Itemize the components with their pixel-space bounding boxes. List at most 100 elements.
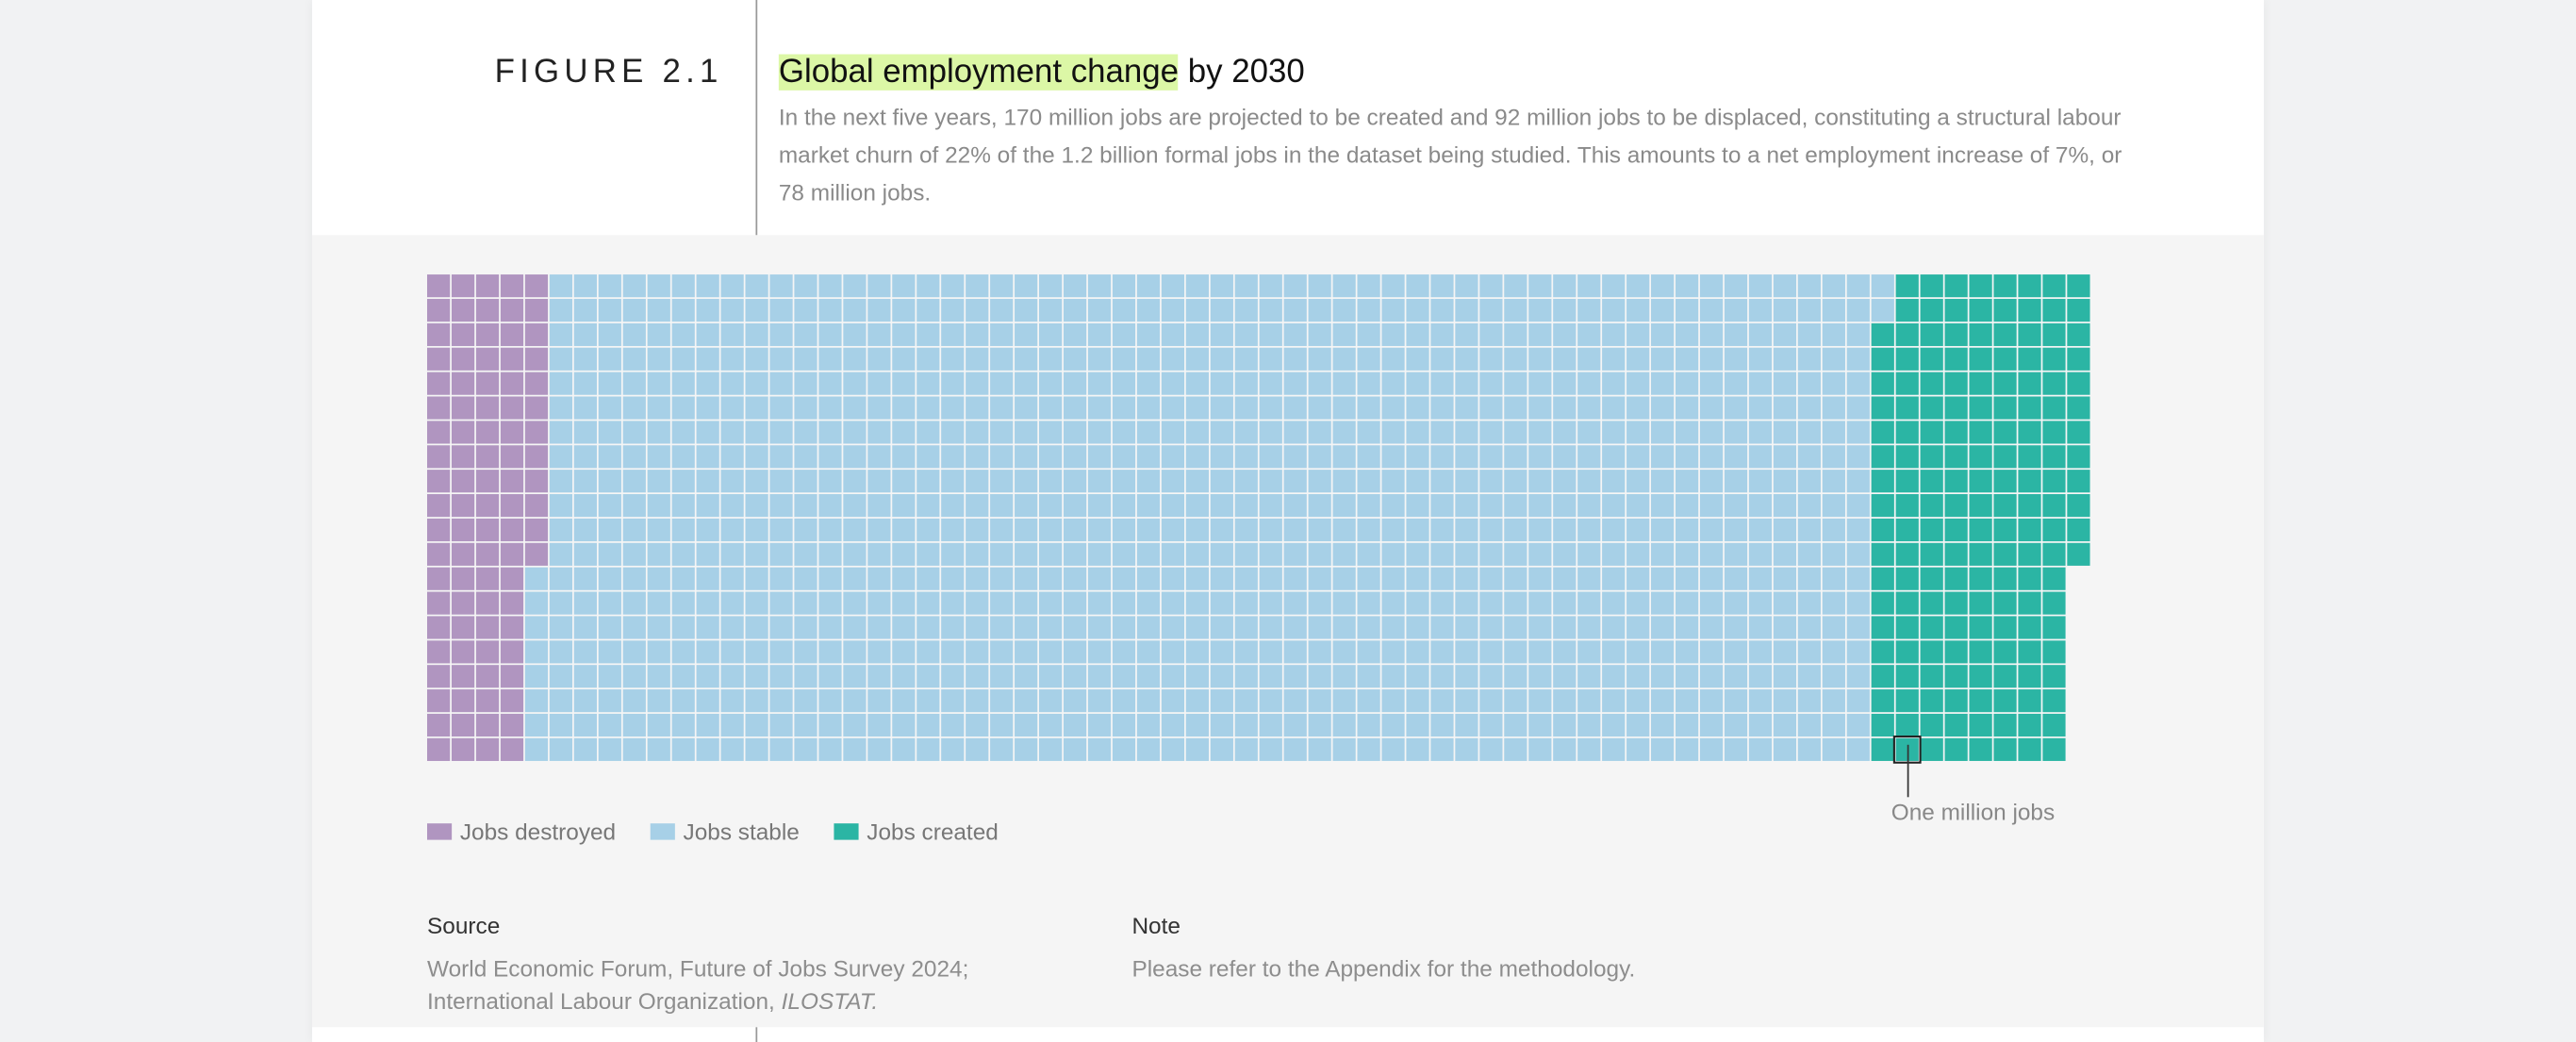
waffle-cell [1259,713,1282,737]
waffle-cell [1136,494,1161,518]
waffle-cell [1039,396,1063,420]
waffle-cell [1234,494,1258,518]
waffle-cell [1406,323,1429,346]
waffle-cell [1259,421,1282,444]
waffle-cell [2018,372,2041,395]
waffle-cell [818,689,842,713]
waffle-cell [573,567,597,590]
waffle-cell [1944,542,1968,566]
waffle-cell [451,494,475,518]
waffle-cell [1504,640,1527,664]
waffle-cell [671,396,695,420]
waffle-cell [720,713,744,737]
waffle-cell [1699,323,1724,346]
waffle-cell [1015,347,1038,371]
waffle-cell [769,347,793,371]
waffle-cell [524,274,549,298]
waffle-cell [2042,274,2066,298]
waffle-cell [769,421,793,444]
waffle-cell [1381,737,1405,761]
waffle-cell [1283,567,1307,590]
figure-label: FIGURE 2.1 [494,54,723,91]
waffle-cell [1406,298,1429,323]
waffle-cell [843,372,867,395]
waffle-cell [1871,616,1894,639]
waffle-cell [1504,323,1527,346]
waffle-cell [867,737,891,761]
waffle-cell [1455,640,1478,664]
waffle-cell [1895,640,1919,664]
waffle-cell [549,640,573,664]
waffle-cell [720,542,744,566]
waffle-cell [500,323,524,346]
waffle-cell [941,396,965,420]
waffle-cell [769,518,793,542]
waffle-cell [1210,445,1233,469]
waffle-cell [916,372,940,395]
waffle-cell [1406,274,1429,298]
waffle-cell [1871,323,1894,346]
waffle-cell [1234,445,1258,469]
waffle-cell [916,445,940,469]
waffle-cell [1210,274,1233,298]
waffle-cell [1871,347,1894,371]
source-italic: ILOSTAT. [781,987,879,1015]
waffle-cell [1259,372,1282,395]
waffle-cell [1920,372,1943,395]
waffle-cell [1087,665,1112,688]
waffle-cell [598,567,621,590]
waffle-cell [892,567,916,590]
waffle-cell [598,591,621,615]
waffle-cell [1944,640,1968,664]
waffle-cell [794,298,817,323]
waffle-cell [1332,470,1356,493]
waffle-cell [451,665,475,688]
waffle-cell [1748,421,1773,444]
waffle-cell [1283,689,1307,713]
waffle-cell [1479,445,1503,469]
waffle-cell [1406,665,1429,688]
waffle-cell [1822,421,1845,444]
waffle-cell [1112,616,1136,639]
waffle-cell [1675,396,1699,420]
waffle-cell [1112,421,1136,444]
waffle-cell [426,616,451,639]
waffle-cell [1479,713,1503,737]
waffle-cell [1455,542,1478,566]
waffle-cell [1283,323,1307,346]
waffle-cell [1430,713,1454,737]
waffle-cell [892,445,916,469]
waffle-cell [818,713,842,737]
waffle-cell [1308,323,1331,346]
waffle-cell [1161,713,1185,737]
waffle-cell [524,445,549,469]
waffle-cell [1283,616,1307,639]
waffle-cell [1553,298,1577,323]
waffle-cell [1455,494,1478,518]
waffle-cell [1112,396,1136,420]
waffle-cell [1773,298,1797,323]
waffle-cell [475,616,500,639]
waffle-cell [671,494,695,518]
waffle-cell [1895,298,1919,323]
waffle-cell [1259,640,1282,664]
waffle-cell [598,494,621,518]
waffle-cell [1748,494,1773,518]
waffle-cell [451,372,475,395]
waffle-cell [720,591,744,615]
waffle-cell [1748,567,1773,590]
waffle-cell [647,396,670,420]
waffle-cell [647,567,670,590]
waffle-cell [1332,323,1356,346]
waffle-cell [1675,470,1699,493]
legend-swatch [650,823,675,840]
waffle-cell [598,737,621,761]
waffle-cell [451,445,475,469]
waffle-cell [1504,372,1527,395]
waffle-cell [1381,494,1405,518]
waffle-cell [573,542,597,566]
waffle-cell [1283,445,1307,469]
waffle-cell [2042,372,2066,395]
waffle-cell [1259,323,1282,346]
waffle-cell [1724,689,1748,713]
